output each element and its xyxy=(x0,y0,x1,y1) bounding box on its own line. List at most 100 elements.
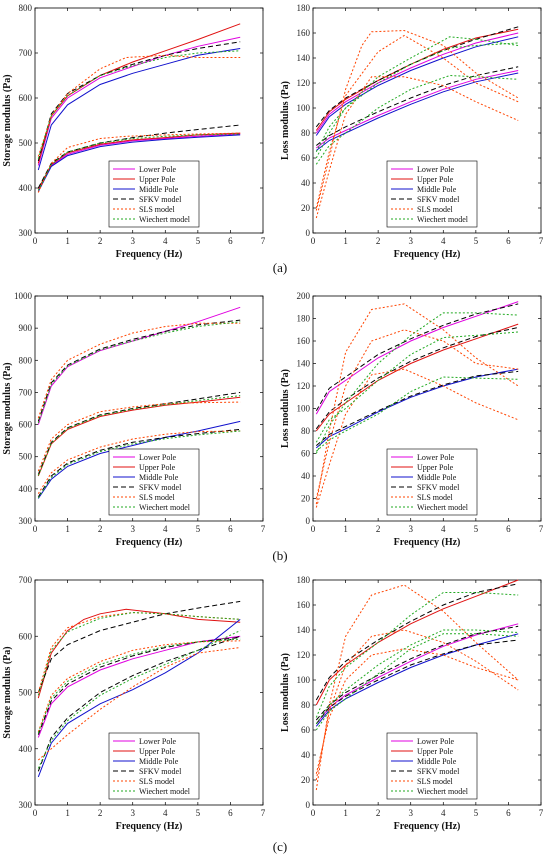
chart-b-right-legend-label-lower-pole: Lower Pole xyxy=(417,453,455,462)
chart-c-left-series-wiechert-model xyxy=(37,638,241,734)
chart-b-right-xtick-label: 4 xyxy=(441,524,446,534)
chart-b-right-series-sfkv-model xyxy=(315,370,519,446)
chart-c-left-xlabel: Frequency (Hz) xyxy=(116,821,183,832)
chart-b-left-xlabel: Frequency (Hz) xyxy=(116,537,183,548)
chart-a-right-legend-label-lower-pole: Lower Pole xyxy=(417,165,455,174)
chart-a-right-xtick-label: 4 xyxy=(441,236,446,246)
chart-b-left-legend-label-upper-pole: Upper Pole xyxy=(139,463,176,472)
chart-a-left-series-sls-model xyxy=(37,132,241,193)
chart-a-left-xtick-label: 1 xyxy=(65,236,70,246)
chart-a-right-series-middle-pole xyxy=(315,36,519,136)
chart-a-right-legend-label-middle-pole: Middle Pole xyxy=(417,185,457,194)
chart-b-right-legend-box xyxy=(386,448,478,516)
chart-b-right-xtick-label: 2 xyxy=(376,524,381,534)
chart-b-right-xtick-label: 3 xyxy=(408,524,413,534)
chart-c-right-ytick-label: 0 xyxy=(306,800,311,810)
chart-c-right-ytick-label: 20 xyxy=(301,775,311,785)
chart-c-left-series-sls-model xyxy=(37,647,241,761)
chart-c-right-series-wiechert-model xyxy=(315,629,519,725)
chart-a-left-legend-box xyxy=(108,160,200,228)
chart-a-right-legend-label-sfkv-model: SFKV model xyxy=(417,195,460,204)
chart-c-right-series-upper-pole xyxy=(315,579,519,706)
chart-c-right-series-sfkv-model xyxy=(315,639,519,725)
chart-b-right-series-sls-model xyxy=(315,303,519,505)
chart-a-left-ytick-label: 700 xyxy=(19,48,33,58)
chart-a-right-series-lower-pole xyxy=(315,32,519,134)
chart-c-right-series-lower-pole xyxy=(315,623,519,725)
chart-c-right-series-sfkv-model xyxy=(315,583,519,701)
chart-a-right-xtick-label: 1 xyxy=(343,236,348,246)
chart-c-left-ytick-label: 400 xyxy=(19,744,33,754)
chart-c-left-ytick-label: 500 xyxy=(19,688,33,698)
chart-a-right-legend-box xyxy=(386,160,478,228)
chart-c-right-ytick-label: 120 xyxy=(297,650,311,660)
chart-c-left-legend-label-sls-model: SLS model xyxy=(139,777,176,786)
chart-a-right-xtick-label: 7 xyxy=(539,236,544,246)
chart-a-right-ytick-label: 20 xyxy=(301,203,311,213)
chart-b-left-axes-box xyxy=(34,295,264,522)
chart-b-left-xtick-label: 1 xyxy=(65,524,70,534)
chart-c-right-ytick-label: 160 xyxy=(297,600,311,610)
chart-a-right-ytick-label: 160 xyxy=(297,28,311,38)
chart-a-left-legend-label-lower-pole: Lower Pole xyxy=(139,165,177,174)
chart-c-right-xtick-label: 3 xyxy=(408,808,413,818)
chart-a-right-ytick-label: 40 xyxy=(301,178,311,188)
chart-b-left-ytick-label: 700 xyxy=(19,387,33,397)
chart-a-right-series-sls-model xyxy=(315,76,519,219)
chart-a-right-xtick-label: 6 xyxy=(506,236,511,246)
chart-b-left-ytick-label: 400 xyxy=(19,484,33,494)
chart-c-right-series-sls-model xyxy=(315,648,519,774)
chart-a-left-legend-label-sls-model: SLS model xyxy=(139,205,176,214)
chart-c-right-legend-label-lower-pole: Lower Pole xyxy=(417,737,455,746)
chart-c-left-xtick-label: 2 xyxy=(98,808,103,818)
chart-a-right-ytick-label: 100 xyxy=(297,103,311,113)
chart-a-left-xtick-label: 0 xyxy=(33,236,38,246)
chart-c-left: 0 1 2 3 4 5 6 7 300 400 500 600 700 Frequency (Hz) Sto… xyxy=(2,575,266,832)
chart-b-right-ytick-label: 0 xyxy=(306,516,311,526)
chart-c-right-ytick-label: 100 xyxy=(297,675,311,685)
chart-b-right-ytick-label: 100 xyxy=(297,404,311,414)
chart-c-right-ytick-label: 80 xyxy=(301,700,311,710)
chart-a-right-ytick-label: 120 xyxy=(297,78,311,88)
chart-c-right-ylabel: Loss modulus (Pa) xyxy=(280,653,291,732)
chart-b-right-ytick-label: 180 xyxy=(297,314,311,324)
chart-a-right-ytick-label: 140 xyxy=(297,53,311,63)
chart-a-left-xtick-label: 6 xyxy=(228,236,233,246)
chart-c-left-legend-label-wiechert-model: Wiechert model xyxy=(139,787,191,796)
chart-b-right-xtick-label: 6 xyxy=(506,524,511,534)
chart-a-left-xtick-label: 4 xyxy=(163,236,168,246)
chart-b-left-ytick-label: 900 xyxy=(19,323,33,333)
chart-c-left-series-upper-pole xyxy=(37,608,241,699)
chart-a-right-ytick-label: 80 xyxy=(301,128,311,138)
chart-a-left-ytick-label: 300 xyxy=(19,228,33,238)
chart-c-left-legend-label-sfkv-model: SFKV model xyxy=(139,767,182,776)
chart-b-left-legend-label-sls-model: SLS model xyxy=(139,493,176,502)
chart-a-left-ytick-label: 800 xyxy=(19,3,33,13)
chart-b-left-ytick-label: 1000 xyxy=(14,291,33,301)
chart-b-right-series-wiechert-model xyxy=(315,331,519,443)
chart-b-right-ylabel: Loss modulus (Pa) xyxy=(280,369,291,448)
chart-b-left-legend-box xyxy=(108,448,200,516)
chart-c-right-legend-box xyxy=(386,732,478,800)
chart-b-right-xlabel: Frequency (Hz) xyxy=(394,537,461,548)
chart-a-right-axes-box xyxy=(312,7,542,234)
chart-c-right-xtick-label: 7 xyxy=(539,808,544,818)
chart-b-left-xtick-label: 3 xyxy=(130,524,135,534)
chart-b-left-xtick-label: 0 xyxy=(33,524,38,534)
chart-b-right-series-sfkv-model xyxy=(315,303,519,412)
chart-b-right-legend-label-sfkv-model: SFKV model xyxy=(417,483,460,492)
chart-b-left-series-sfkv-model xyxy=(37,428,241,498)
chart-b-left-xtick-label: 7 xyxy=(261,524,266,534)
chart-c-right-series-middle-pole xyxy=(315,633,519,727)
chart-a-left-series-middle-pole xyxy=(37,134,241,192)
chart-c-left-xtick-label: 0 xyxy=(33,808,38,818)
chart-c-left-xtick-label: 5 xyxy=(196,808,201,818)
chart-b-right: 0 1 2 3 4 5 6 7 0 20 40 60 80 100 120 140 160 180 200 Frequ… xyxy=(280,291,544,548)
chart-a-left-ytick-label: 400 xyxy=(19,183,33,193)
chart-c-left-series-wiechert-model xyxy=(37,630,241,769)
chart-b-right-ytick-label: 160 xyxy=(297,336,311,346)
chart-a-right-series-lower-pole xyxy=(315,70,519,149)
chart-c-left-series-lower-pole xyxy=(37,635,241,738)
chart-c-left-ytick-label: 600 xyxy=(19,631,33,641)
